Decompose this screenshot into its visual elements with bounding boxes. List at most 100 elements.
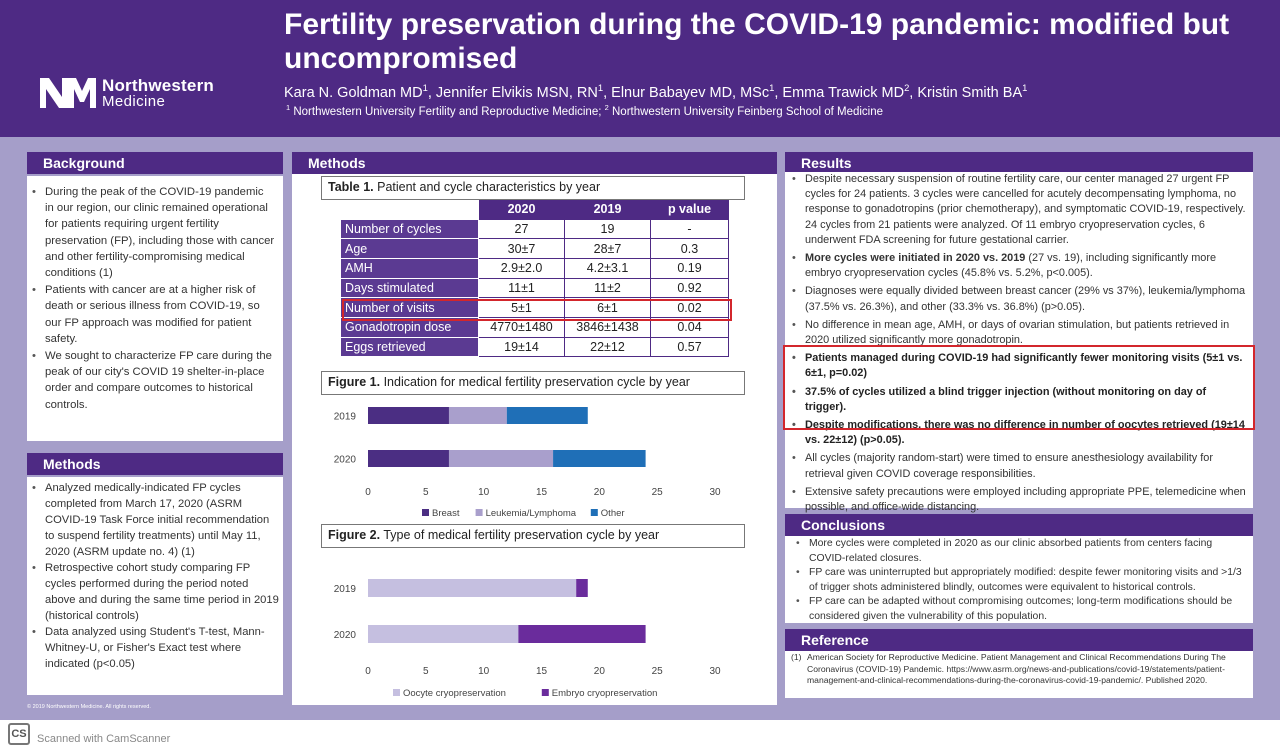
x-tick-label: 25 — [652, 487, 664, 498]
x-tick-label: 30 — [709, 487, 721, 498]
table1-body: Number of cycles 27 19- Age 30±7 28±7 0.3 AMH 2.… — [340, 218, 729, 358]
legend-label: Leukemia/Lymphoma — [486, 508, 577, 519]
table-header-2019: 2019 — [564, 200, 651, 219]
poster-title: Fertility preservation during the COVID-… — [284, 8, 1230, 75]
result-text: More cycles were initiated in 2020 vs. 2… — [805, 252, 1026, 265]
bar-segment — [368, 625, 519, 643]
logo-line2: Medicine — [102, 93, 166, 110]
background-section: During the peak of the COVID-19 pandemic… — [27, 176, 283, 441]
methods-left-heading: Methods — [27, 453, 283, 475]
result-text: Extensive safety precautions were employ… — [805, 485, 1246, 514]
table1-caption: Table 1. Patient and cycle characteristi… — [321, 176, 745, 200]
table-header-blank — [341, 200, 479, 219]
x-tick-label: 10 — [478, 666, 490, 677]
table-cell-2019: 28±7 — [564, 238, 651, 259]
bar-segment — [368, 579, 577, 597]
logo-line1: Northwestern — [102, 76, 214, 95]
x-tick-label: 0 — [365, 666, 371, 677]
list-item: No difference in mean age, AMH, or days … — [791, 318, 1249, 348]
list-item: We sought to characterize FP care during… — [31, 348, 275, 413]
methods-middle-section: Methods Table 1. Patient and cycle chara… — [292, 152, 777, 705]
bar-segment — [368, 450, 449, 467]
result-text: Despite necessary suspension of routine … — [805, 173, 1246, 246]
list-item: Analyzed medically-indicated FP cycles c… — [31, 480, 281, 560]
x-tick-label: 5 — [423, 666, 429, 677]
result-text: Patients managed during COVID-19 had sig… — [805, 352, 1243, 380]
bar-segment — [576, 579, 588, 597]
methods-left-section: Analyzed medically-indicated FP cycles c… — [27, 477, 283, 695]
table1-caption-label: Table 1. — [328, 180, 374, 194]
figure2-chart: 2019 2020 0 5 10 15 20 25 30 Oocyte cryopreservat… — [334, 579, 721, 699]
affiliation-text: Northwestern University Feinberg School … — [612, 106, 884, 118]
affiliation-list: 1 Northwestern University Fertility and … — [286, 103, 884, 118]
copyright-notice: © 2019 Northwestern Medicine. All rights… — [27, 704, 151, 710]
list-item: More cycles were initiated in 2020 vs. 2… — [791, 251, 1249, 281]
legend-label: Breast — [432, 508, 460, 519]
list-item: Data analyzed using Student's T-test, Ma… — [31, 624, 281, 672]
list-item: FP care can be adapted without compromis… — [795, 595, 1249, 624]
author-name: Kristin Smith BA — [917, 85, 1023, 101]
background-heading: Background — [27, 152, 283, 174]
poster-header: Northwestern Medicine Fertility preserva… — [0, 0, 1280, 137]
nm-logo-icon — [40, 78, 96, 108]
author-affiliation-mark: 1 — [597, 82, 604, 94]
table-cell-pvalue: 0.04 — [650, 316, 729, 338]
legend-label: Other — [601, 508, 625, 519]
figure1-chart: 2019 2020 0 5 10 15 20 25 30 Breast Leukemia/Lymph… — [334, 407, 721, 519]
legend-swatch — [475, 509, 483, 516]
list-item: Retrospective cohort study comparing FP … — [31, 560, 281, 624]
visits-row-highlight — [342, 299, 732, 321]
category-label: 2019 — [334, 412, 357, 423]
author-affiliation-mark: 1 — [769, 82, 775, 94]
x-tick-label: 20 — [594, 487, 606, 498]
camscanner-logo: CS — [8, 723, 30, 745]
category-label: 2020 — [334, 630, 357, 641]
result-text: (27 vs. 19), including significantly mor… — [805, 252, 1217, 280]
table-cell-2019: 19 — [564, 218, 651, 240]
table-cell-pvalue: - — [650, 218, 729, 240]
table-row-label: Number of visits — [340, 297, 479, 318]
x-tick-label: 25 — [652, 666, 664, 677]
x-tick-label: 15 — [536, 666, 548, 677]
x-tick-label: 5 — [423, 487, 429, 498]
table-cell-pvalue: 0.57 — [650, 336, 729, 358]
table-cell-2019: 11±2 — [564, 277, 651, 299]
table1-caption-text: Patient and cycle characteristics by yea… — [377, 180, 601, 194]
list-item: Patients managed during COVID-19 had sig… — [791, 351, 1249, 381]
scanner-watermark-bar — [0, 720, 1280, 755]
list-item: Extensive safety precautions were employ… — [791, 485, 1249, 515]
x-tick-label: 15 — [536, 487, 548, 498]
legend-label: Embryo cryopreservation — [552, 688, 658, 699]
table-cell-pvalue: 0.3 — [650, 238, 729, 259]
legend-swatch — [422, 509, 429, 516]
table-cell-2020: 2.9±2.0 — [478, 257, 565, 279]
table-cell-2019: 4.2±3.1 — [564, 257, 651, 279]
northwestern-medicine-logo: Northwestern Medicine — [40, 76, 240, 110]
legend-swatch — [590, 509, 598, 516]
bar-segment — [506, 407, 588, 424]
table-row-label: Eggs retrieved — [340, 336, 479, 358]
conclusions-section: More cycles were completed in 2020 as ou… — [785, 536, 1253, 623]
affiliation-number: 1 — [286, 103, 291, 113]
results-heading: Results — [785, 152, 1253, 174]
bar-segment — [518, 625, 646, 643]
list-item: Patients with cancer are at a higher ris… — [31, 282, 275, 347]
table-row-label: AMH — [340, 257, 479, 279]
table-cell-2020: 27 — [478, 218, 565, 240]
figure2-caption-label: Figure 2. — [328, 528, 381, 542]
author-name: Elnur Babayev MD, MSc — [611, 85, 770, 101]
category-label: 2020 — [334, 455, 357, 466]
bar-segment — [448, 407, 507, 424]
x-tick-label: 0 — [365, 487, 371, 498]
affiliation-number: 2 — [604, 103, 609, 113]
results-section: Despite necessary suspension of routine … — [785, 172, 1253, 534]
x-tick-label: 30 — [709, 666, 721, 677]
author-name: Jennifer Elvikis MSN, RN — [435, 85, 598, 101]
table-row: Age 30±7 28±7 0.3 — [340, 238, 729, 259]
table-cell-pvalue: 0.19 — [650, 257, 729, 279]
list-item: Diagnoses were equally divided between b… — [791, 284, 1249, 314]
methods-middle-heading: Methods — [292, 152, 777, 174]
result-text: No difference in mean age, AMH, or days … — [805, 318, 1230, 347]
author-affiliation-mark: 1 — [1022, 82, 1028, 94]
bar-segment — [368, 407, 449, 424]
